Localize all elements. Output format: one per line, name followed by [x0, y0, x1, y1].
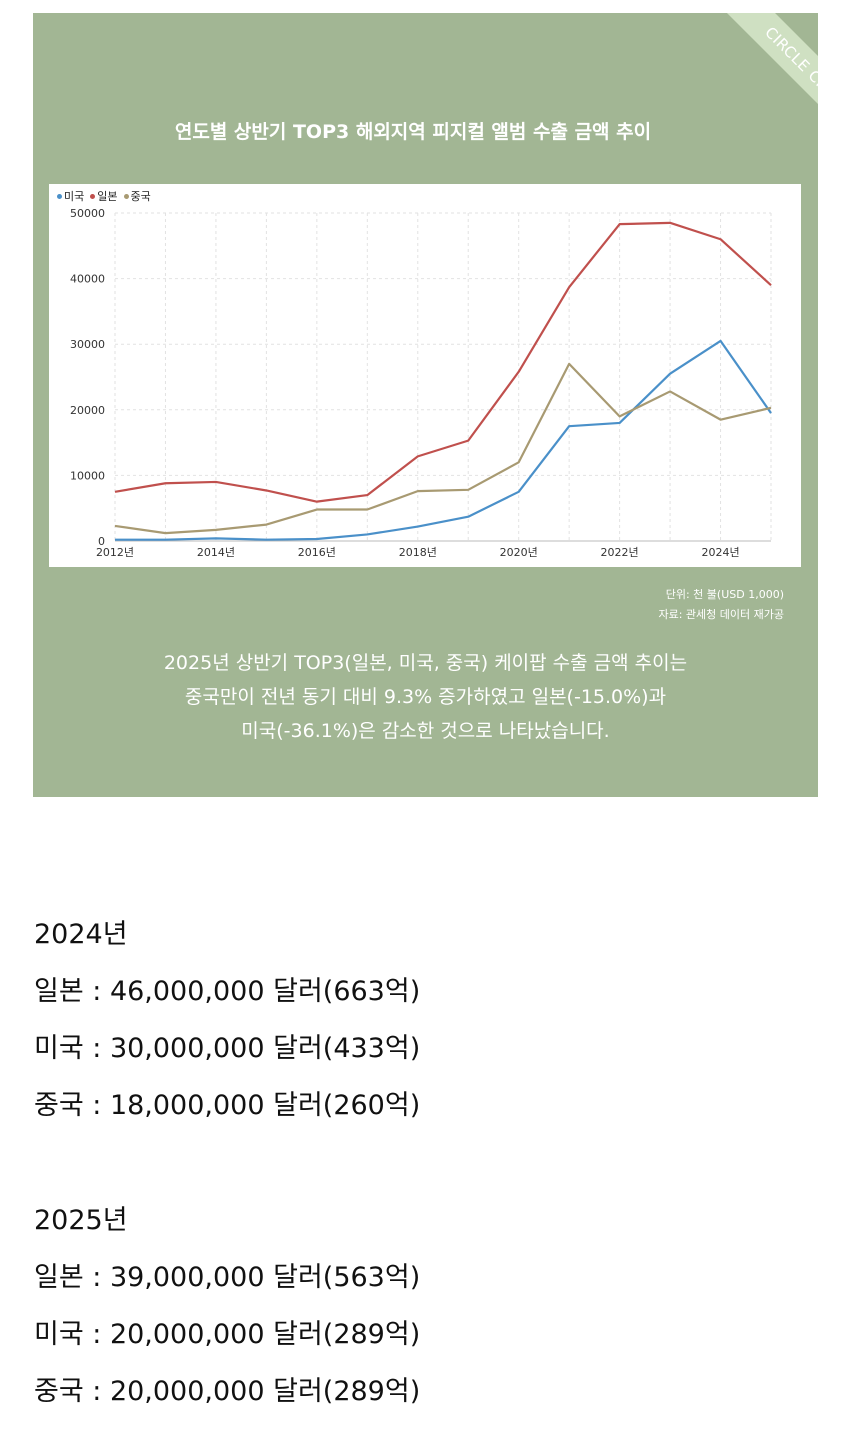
chart-title: 연도별 상반기 TOP3 해외지역 피지컬 앨범 수출 금액 추이: [174, 121, 652, 143]
x-tick-label: 2014년: [197, 546, 235, 559]
legend-label: 미국: [64, 190, 85, 203]
export-line: 중국 : 18,000,000 달러(260억): [34, 1090, 421, 1121]
circle-chart-ribbon: CIRCLE CHART: [693, 13, 818, 185]
legend-label: 일본: [97, 190, 118, 203]
unit-note: 단위: 천 불(USD 1,000) 자료: 관세청 데이터 재가공: [658, 585, 784, 625]
section-2025: 2025년 일본 : 39,000,000 달러(563억) 미국 : 20,0…: [34, 1192, 420, 1420]
y-tick-label: 40000: [70, 273, 105, 286]
legend-item-china: 중국: [123, 188, 151, 204]
y-tick-label: 10000: [70, 469, 105, 482]
section-2024: 2024년 일본 : 46,000,000 달러(663억) 미국 : 30,0…: [34, 906, 420, 1134]
legend: 미국 일본 중국: [57, 188, 151, 204]
y-tick-label: 0: [98, 535, 105, 548]
year-heading-2025: 2025년: [34, 1205, 128, 1236]
description-line: 2025년 상반기 TOP3(일본, 미국, 중국) 케이팝 수출 금액 추이는: [163, 652, 688, 674]
x-tick-label: 2020년: [500, 546, 538, 559]
series-line-japan: [114, 221, 772, 503]
x-tick-label: 2018년: [399, 546, 437, 559]
legend-dot: [90, 193, 96, 199]
x-tick-label: 2016년: [298, 546, 336, 559]
x-tick-label: 2024년: [701, 546, 739, 559]
description-line: 미국(-36.1%)은 감소한 것으로 나타났습니다.: [241, 720, 610, 742]
chart-area: 0 10000 20000 30000 40000 50000 2012년 2014년 2016…: [49, 184, 801, 567]
legend-label: 중국: [130, 190, 151, 203]
legend-dot: [123, 193, 129, 199]
series-line-china: [114, 362, 772, 535]
y-tick-label: 20000: [70, 404, 105, 417]
description-line: 중국만이 전년 동기 대비 9.3% 증가하였고 일본(-15.0%)과: [184, 686, 667, 708]
export-line: 중국 : 20,000,000 달러(289억): [34, 1376, 421, 1407]
x-tick-label: 2012년: [96, 546, 134, 559]
export-line: 일본 : 46,000,000 달러(663억): [34, 976, 421, 1007]
x-tick-label: 2022년: [601, 546, 639, 559]
export-line: 미국 : 30,000,000 달러(433억): [34, 1033, 421, 1064]
source-text: 자료: 관세청 데이터 재가공: [658, 608, 784, 621]
chart-card: CIRCLE CHART 연도별 상반기 TOP3 해외지역 피지컬 앨범 수출…: [33, 13, 818, 797]
series-line-usa: [115, 339, 772, 541]
legend-item-usa: 미국: [57, 188, 84, 204]
year-heading-2024: 2024년: [34, 919, 128, 950]
description: 2025년 상반기 TOP3(일본, 미국, 중국) 케이팝 수출 금액 추이는…: [33, 646, 818, 748]
y-tick-label: 30000: [70, 338, 105, 351]
unit-text: 단위: 천 불(USD 1,000): [665, 588, 784, 601]
legend-item-japan: 일본: [90, 188, 118, 204]
y-tick-label: 50000: [70, 207, 105, 220]
line-chart: 0 10000 20000 30000 40000 50000 2012년 2014년 2016…: [70, 207, 772, 559]
export-line: 미국 : 20,000,000 달러(289억): [34, 1319, 421, 1350]
export-line: 일본 : 39,000,000 달러(563억): [34, 1262, 421, 1293]
legend-dot: [57, 193, 62, 199]
